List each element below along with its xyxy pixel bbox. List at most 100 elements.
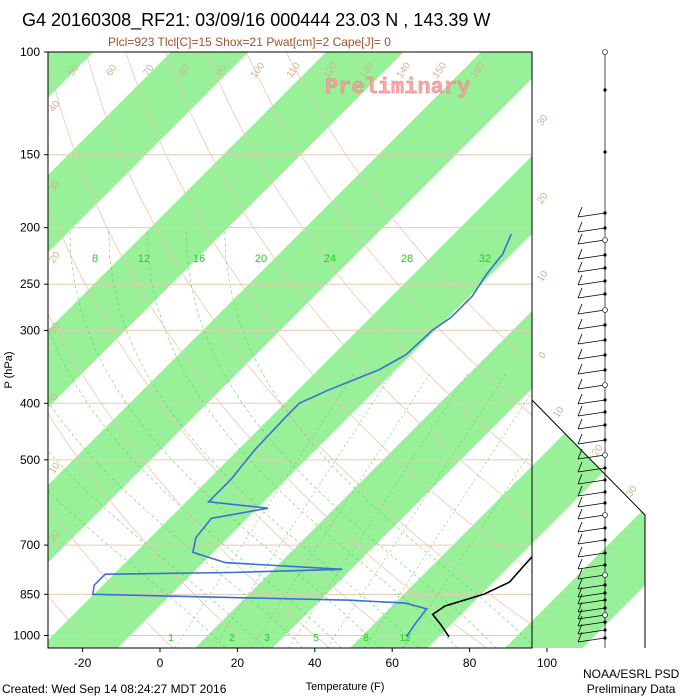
mixing-ratio-label: 12	[138, 253, 150, 265]
wind-station-dot	[603, 292, 607, 296]
created-timestamp: Created: Wed Sep 14 08:24:27 MDT 2016	[2, 682, 227, 696]
dry-adiabat	[48, 412, 252, 648]
wind-barb	[577, 508, 583, 520]
wind-station-dot	[603, 279, 607, 283]
wind-station-dot	[603, 253, 607, 257]
wind-barb	[577, 564, 606, 570]
wind-station-dot	[603, 368, 607, 372]
temperature-band	[660, 52, 700, 648]
x-tick-label: -20	[74, 656, 92, 670]
mixing-ratio-label: 32	[479, 253, 491, 265]
mixing-ratio-label: 28	[401, 253, 413, 265]
wind-barb	[577, 558, 583, 570]
wind-station-dot	[603, 398, 607, 402]
wind-barb	[577, 615, 583, 627]
dry-adiabat	[48, 59, 487, 648]
mixing-ratio-label: 5	[313, 633, 319, 644]
wind-barb	[577, 586, 583, 598]
temperature-band	[195, 311, 532, 648]
dry-adiabat	[48, 505, 173, 648]
dry-adiabat	[48, 201, 409, 648]
preliminary-watermark: Preliminary	[325, 75, 470, 100]
wind-station-dot	[603, 226, 607, 230]
isotherm-label: 0	[49, 392, 61, 403]
wind-station-dot	[603, 628, 607, 632]
mixing-ratio-label: 8	[363, 633, 369, 644]
wind-barb	[577, 546, 583, 558]
x-tick-label: 100	[537, 656, 557, 670]
wind-barb	[577, 212, 606, 218]
isotherm-label: 40	[47, 98, 63, 114]
wind-barb	[577, 574, 606, 580]
wind-barb	[577, 514, 606, 520]
wind-station-dot	[603, 410, 607, 414]
wind-station-dot	[602, 512, 608, 518]
wind-barb	[577, 502, 606, 508]
mixing-ratio-label: 20	[255, 253, 267, 265]
temperature-band	[48, 52, 249, 253]
wind-station-dot	[603, 591, 607, 595]
wind-barb	[577, 578, 583, 590]
mixing-ratio-label: 8	[92, 253, 98, 265]
wind-station-dot	[603, 323, 607, 327]
moist-adiabat	[108, 227, 419, 648]
wind-station-dot	[603, 620, 607, 624]
wind-barb	[577, 378, 583, 390]
wind-barb	[577, 274, 583, 286]
wind-barb	[577, 405, 583, 417]
moist-adiabat	[48, 490, 226, 648]
dry-adiabat	[285, 52, 532, 365]
mixing-ratio-label: 12	[399, 633, 411, 644]
wind-barb	[577, 521, 583, 533]
y-tick-label: 1000	[13, 629, 40, 643]
isotherm-label: 30	[535, 112, 551, 128]
wind-station-dot	[603, 150, 607, 154]
wind-barb	[577, 552, 606, 558]
wind-station-dot	[602, 612, 608, 618]
wind-barb	[577, 411, 606, 417]
wind-barb	[577, 309, 606, 315]
y-tick-label: 300	[20, 323, 40, 337]
wind-station-dot	[603, 598, 607, 602]
wind-station-dot	[602, 49, 608, 55]
wind-barb	[577, 467, 606, 473]
dry-adiabat	[85, 52, 532, 626]
wind-barb	[577, 254, 606, 260]
wind-barb	[577, 614, 606, 620]
wind-station-dot	[603, 606, 607, 610]
wind-station-dot	[603, 636, 607, 640]
x-tick-label: 0	[157, 656, 164, 670]
organization-credit: NOAA/ESRL PSD Preliminary Data	[583, 667, 679, 697]
wind-barb	[577, 399, 606, 405]
wind-station-dot	[603, 563, 607, 567]
wind-barb	[577, 324, 606, 330]
temperature-band	[532, 52, 645, 648]
temperature-band	[48, 52, 532, 563]
y-tick-label: 200	[20, 221, 40, 235]
wind-barb	[577, 418, 583, 430]
temperature-band	[48, 52, 94, 98]
wind-barb	[577, 369, 606, 375]
wind-barb	[577, 333, 583, 345]
dry-adiabat	[125, 52, 532, 572]
y-tick-label: 700	[20, 538, 40, 552]
y-tick-label: 500	[20, 453, 40, 467]
isotherm-label: 20	[535, 190, 551, 206]
wind-station-dot	[603, 423, 607, 427]
x-tick-label: 40	[308, 656, 322, 670]
temperature-band	[48, 52, 404, 408]
moist-adiabat	[69, 227, 381, 648]
wind-barb	[577, 461, 583, 473]
chart-title: G4 20160308_RF21: 03/09/16 000444 23.03 …	[22, 10, 491, 30]
mixing-ratio-label: 3	[264, 633, 270, 644]
x-tick-label: 80	[463, 656, 477, 670]
wind-station-dot	[603, 478, 607, 482]
dry-adiabat	[48, 313, 330, 648]
dry-adiabat	[0, 52, 16, 648]
wind-station-dot	[603, 490, 607, 494]
moist-adiabat	[185, 227, 497, 648]
wind-barb	[577, 527, 606, 533]
plot-frame	[47, 51, 533, 649]
wind-barb	[577, 239, 606, 245]
